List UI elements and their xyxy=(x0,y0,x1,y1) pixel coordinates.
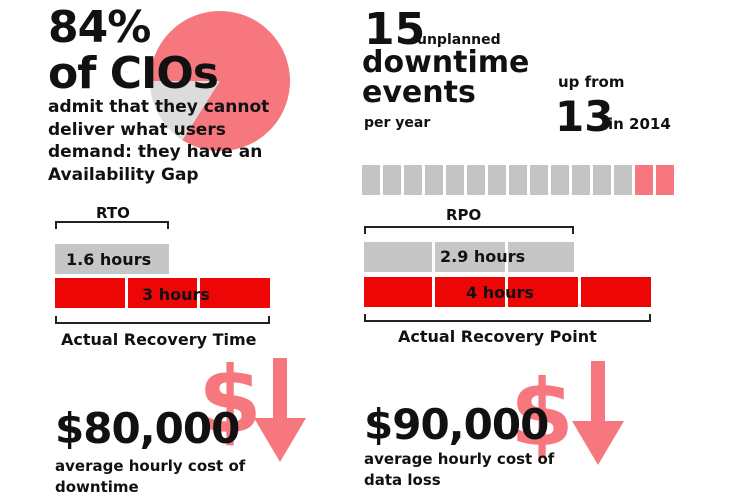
events-qualifier: unplanned xyxy=(417,32,501,48)
rpo-actual-segment-1 xyxy=(364,277,432,307)
rpo-actual-value: 4 hours xyxy=(466,283,534,302)
rto-actual-bracket xyxy=(55,316,270,324)
cio-pie-chart xyxy=(150,11,290,151)
pie-slice-84 xyxy=(150,11,290,151)
event-square xyxy=(446,165,464,195)
event-square xyxy=(572,165,590,195)
rpo-objective-segment-3 xyxy=(508,242,574,272)
downtime-cost-amount: $80,000 xyxy=(55,404,240,453)
events-count: 15 xyxy=(364,4,426,55)
data-loss-cost-amount: $90,000 xyxy=(364,400,549,449)
rpo-caption: Actual Recovery Point xyxy=(398,327,597,346)
rpo-bracket xyxy=(364,226,574,234)
down-arrow-icon xyxy=(572,361,624,465)
rto-actual-segment-1 xyxy=(55,278,125,308)
event-square xyxy=(551,165,569,195)
event-square xyxy=(404,165,422,195)
rpo-label: RPO xyxy=(446,206,482,224)
cio-description: admit that they cannot deliver what user… xyxy=(48,97,270,185)
events-headline: downtime events xyxy=(362,45,530,110)
rto-actual-value: 3 hours xyxy=(142,285,210,304)
event-square xyxy=(383,165,401,195)
previous-count: 13 xyxy=(555,92,614,141)
event-square xyxy=(509,165,527,195)
rto-bracket xyxy=(55,221,169,229)
dollar-sign-icon: $ xyxy=(510,360,575,467)
event-square xyxy=(488,165,506,195)
down-arrow-icon xyxy=(254,358,306,462)
rto-actual-segment-2 xyxy=(128,278,197,308)
rto-label: RTO xyxy=(96,204,130,222)
rto-caption: Actual Recovery Time xyxy=(61,330,257,349)
event-square xyxy=(593,165,611,195)
previous-year-label: in 2014 xyxy=(608,115,671,133)
rpo-objective-segment-2 xyxy=(435,242,505,272)
rto-objective-value: 1.6 hours xyxy=(66,250,152,269)
event-square-new xyxy=(635,165,653,195)
event-square xyxy=(614,165,632,195)
up-from-label: up from xyxy=(558,73,625,91)
event-square-new xyxy=(656,165,674,195)
event-square xyxy=(362,165,380,195)
data-loss-cost-description: average hourly cost of data loss xyxy=(364,450,555,489)
event-square xyxy=(467,165,485,195)
rpo-objective-segment-1 xyxy=(364,242,432,272)
rto-objective-bar xyxy=(55,244,169,274)
dollar-sign-icon: $ xyxy=(198,347,263,454)
rpo-objective-value: 2.9 hours xyxy=(440,247,526,266)
events-per-year: per year xyxy=(364,115,431,131)
rpo-actual-segment-4 xyxy=(581,277,651,307)
rto-actual-segment-3 xyxy=(200,278,270,308)
rpo-actual-segment-2 xyxy=(435,277,505,307)
rpo-actual-segment-3 xyxy=(508,277,578,307)
downtime-cost-description: average hourly cost of downtime xyxy=(55,457,246,496)
cio-percent: 84% xyxy=(48,2,151,53)
cio-subject: of CIOs xyxy=(48,48,219,99)
event-square xyxy=(530,165,548,195)
events-squares-row xyxy=(362,165,674,195)
rpo-actual-bracket xyxy=(364,314,651,322)
event-square xyxy=(425,165,443,195)
